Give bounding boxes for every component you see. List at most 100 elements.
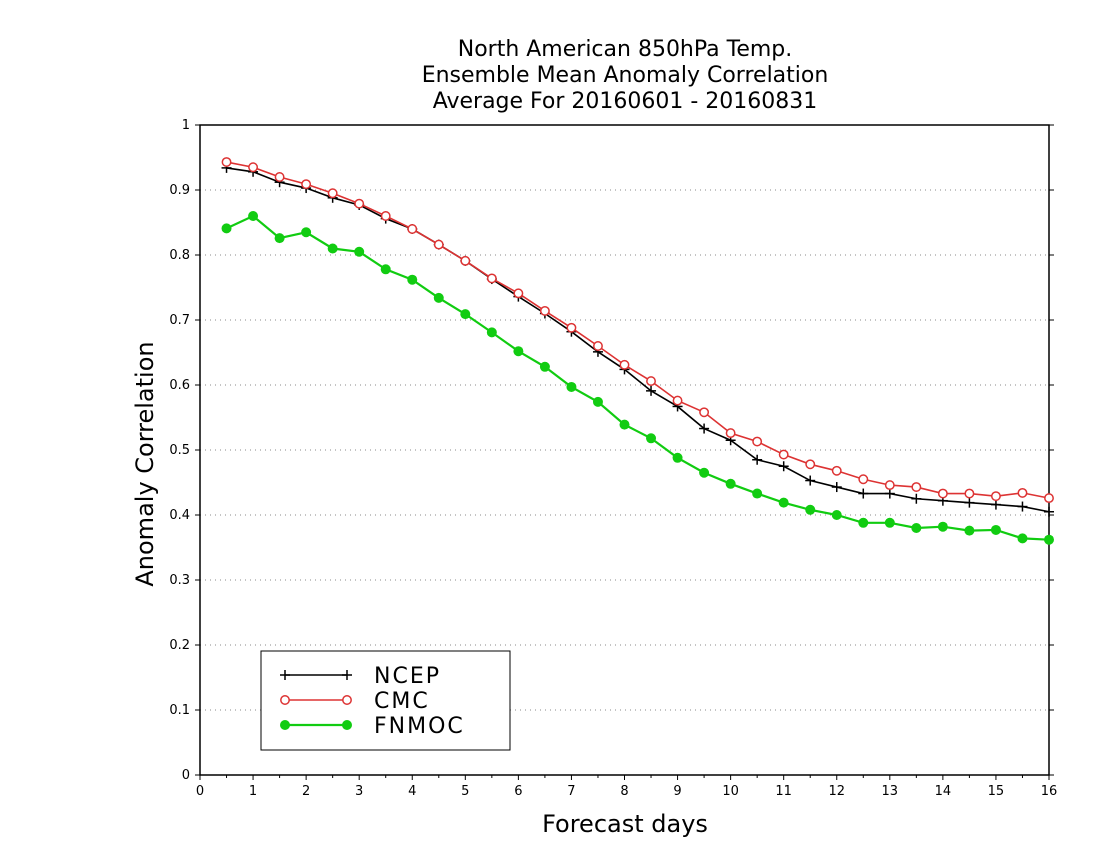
data-point-ncep — [911, 493, 922, 504]
data-point-cmc — [593, 341, 603, 351]
data-point-fnmoc — [380, 264, 391, 275]
data-point-cmc — [327, 188, 338, 199]
data-point-fnmoc — [1017, 533, 1028, 544]
x-tick-label: 6 — [514, 784, 522, 799]
data-point-cmc — [354, 198, 365, 209]
data-point-cmc — [1017, 487, 1028, 498]
data-point-cmc — [911, 482, 922, 492]
legend-entry-ncep: NCEP — [280, 664, 441, 689]
series-fnmoc — [221, 211, 1054, 545]
chart-title-line-3: Average For 20160601 - 20160831 — [432, 89, 818, 114]
data-point-fnmoc — [672, 452, 683, 463]
x-tick-label: 8 — [620, 784, 628, 799]
legend-entry-fnmoc: FNMOC — [280, 714, 463, 739]
x-tick-label: 9 — [673, 784, 681, 799]
series-line-cmc — [226, 161, 1050, 499]
legend-label: NCEP — [374, 664, 441, 689]
data-point-cmc — [725, 428, 736, 439]
y-tick-label: 0.3 — [169, 573, 190, 588]
data-point-fnmoc — [884, 517, 895, 528]
y-axis-label: Anomaly Correlation — [131, 341, 159, 587]
legend-swatch-marker — [342, 670, 352, 680]
data-point-fnmoc — [858, 517, 869, 528]
data-point-cmc — [433, 239, 444, 250]
data-point-cmc — [884, 480, 895, 491]
data-point-cmc — [805, 459, 816, 470]
data-point-fnmoc — [592, 396, 603, 407]
data-point-cmc — [964, 488, 975, 499]
y-tick-label: 0.4 — [169, 508, 190, 523]
legend-swatch-marker — [342, 720, 352, 730]
data-point-fnmoc — [1044, 534, 1054, 545]
data-point-cmc — [646, 376, 656, 387]
data-point-fnmoc — [248, 211, 259, 221]
x-tick-label: 15 — [988, 784, 1005, 799]
data-point-fnmoc — [566, 381, 577, 392]
data-point-ncep — [884, 488, 895, 499]
data-point-fnmoc — [699, 467, 710, 478]
data-point-fnmoc — [805, 504, 816, 515]
y-tick-label: 1 — [182, 118, 190, 133]
data-point-cmc — [990, 491, 1001, 502]
y-tick-label: 0.9 — [169, 183, 190, 198]
legend-swatch-marker — [280, 695, 290, 705]
data-point-cmc — [221, 157, 232, 168]
data-point-cmc — [831, 465, 842, 476]
data-point-cmc — [858, 474, 869, 485]
x-tick-label: 4 — [408, 784, 416, 799]
y-tick-label: 0.8 — [169, 248, 190, 263]
x-tick-label: 7 — [567, 784, 575, 799]
legend-swatch-marker — [342, 695, 352, 705]
data-point-cmc — [486, 273, 497, 284]
chart-title-line-2: Ensemble Mean Anomaly Correlation — [421, 63, 829, 88]
axis-ticks: 00.10.20.30.40.50.60.70.80.910 1 2 3 4 5 6 7 8 9 1… — [169, 118, 1057, 799]
data-point-ncep — [752, 454, 763, 465]
data-point-cmc — [301, 179, 312, 190]
x-tick-label: 14 — [935, 784, 952, 799]
data-point-cmc — [752, 436, 763, 447]
x-tick-label: 3 — [355, 784, 363, 799]
x-tick-label: 10 — [722, 784, 739, 799]
data-point-cmc — [699, 407, 710, 418]
data-point-cmc — [274, 172, 285, 182]
data-point-ncep — [778, 461, 789, 472]
data-point-ncep — [831, 482, 842, 493]
data-point-fnmoc — [274, 233, 285, 244]
data-point-cmc — [619, 359, 630, 370]
data-point-fnmoc — [486, 327, 497, 338]
x-tick-label: 12 — [828, 784, 845, 799]
data-point-ncep — [990, 499, 1001, 510]
data-point-fnmoc — [911, 523, 922, 533]
data-point-fnmoc — [937, 521, 948, 532]
data-point-fnmoc — [752, 488, 763, 499]
data-point-fnmoc — [354, 246, 365, 257]
data-point-fnmoc — [460, 309, 471, 320]
data-point-cmc — [539, 305, 550, 316]
x-tick-label: 0 — [196, 784, 204, 799]
data-point-cmc — [380, 211, 391, 221]
legend-label: CMC — [374, 689, 430, 714]
data-point-cmc — [248, 162, 259, 173]
data-point-ncep — [646, 385, 657, 396]
legend-entry-cmc: CMC — [280, 689, 430, 714]
data-point-cmc — [672, 395, 683, 406]
legend-swatch-marker — [280, 720, 290, 730]
data-point-ncep — [1017, 501, 1028, 512]
data-point-cmc — [566, 322, 577, 333]
y-tick-label: 0.7 — [169, 313, 190, 328]
series-line-ncep — [226, 167, 1050, 513]
data-point-ncep — [964, 497, 975, 508]
data-point-fnmoc — [619, 419, 630, 430]
data-point-fnmoc — [221, 223, 232, 234]
data-point-fnmoc — [539, 361, 550, 372]
data-point-ncep — [858, 488, 869, 499]
data-point-fnmoc — [646, 433, 657, 444]
y-tick-label: 0.2 — [169, 638, 190, 653]
data-point-fnmoc — [964, 525, 975, 536]
data-point-fnmoc — [433, 292, 444, 303]
x-axis-label: Forecast days — [542, 810, 708, 838]
grid-lines — [200, 189, 1049, 711]
series-layer — [221, 157, 1054, 545]
